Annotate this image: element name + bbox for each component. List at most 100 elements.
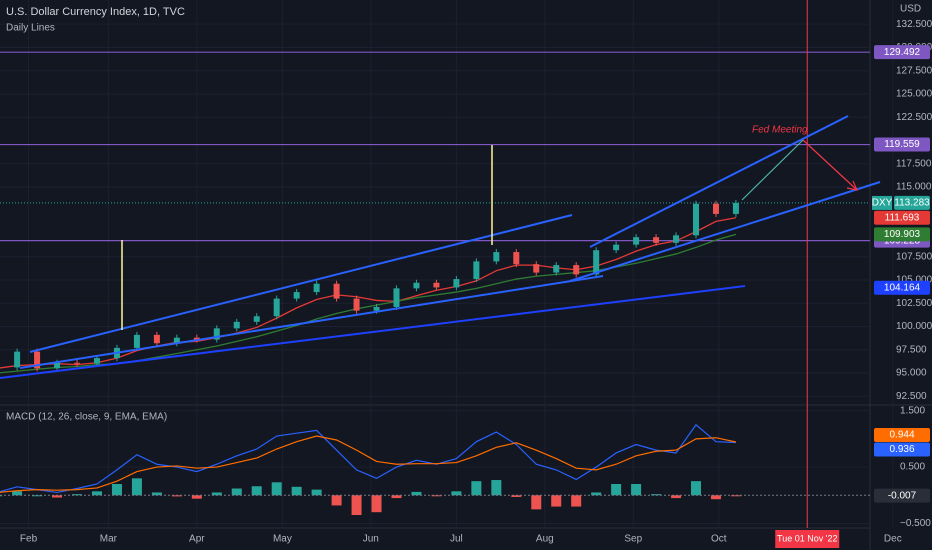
symbol-badge-bg xyxy=(872,195,892,210)
histogram-badge-bg xyxy=(874,488,930,503)
histogram-bar xyxy=(531,495,542,510)
macd-badge: 0.944 xyxy=(889,430,914,441)
candle xyxy=(633,237,640,245)
projection-arrow xyxy=(802,139,858,191)
candle xyxy=(513,252,520,265)
histogram-bar xyxy=(351,495,362,516)
histogram-bar xyxy=(730,495,741,497)
histogram-badge: -0.007 xyxy=(888,490,917,501)
x-tick-label: Sep xyxy=(624,534,642,545)
drawings xyxy=(0,115,881,379)
histogram-bar xyxy=(12,491,23,496)
y-tick-label: 107.500 xyxy=(896,251,932,262)
y-tick-label: 102.500 xyxy=(896,298,932,309)
x-tick-label: Dec xyxy=(884,534,902,545)
histogram-bar xyxy=(231,488,242,496)
crosshair-label: Tue 01 Nov '22 xyxy=(777,533,837,543)
y-tick-label: 117.500 xyxy=(896,158,932,169)
price-badge: 119.559 xyxy=(884,139,920,150)
trend-line xyxy=(589,115,849,248)
x-tick-label: May xyxy=(273,534,292,545)
ma-badge: 111.693 xyxy=(885,212,920,223)
histogram-bar xyxy=(471,481,482,496)
candle xyxy=(433,282,440,288)
candle xyxy=(593,250,600,275)
symbol-badge: DXY xyxy=(872,198,893,209)
candle xyxy=(493,252,500,262)
y-tick-label: 125.000 xyxy=(896,89,932,100)
price-badge-bg xyxy=(874,45,930,60)
histogram-bar xyxy=(391,495,402,499)
candle xyxy=(153,334,160,344)
trend-line xyxy=(29,214,573,353)
candle xyxy=(253,316,260,322)
price-badge: 113.283 xyxy=(894,198,930,209)
macd-line xyxy=(0,435,737,493)
candle xyxy=(313,283,320,293)
x-tick-label: Apr xyxy=(189,534,205,545)
candle xyxy=(573,265,580,275)
histogram-bar xyxy=(331,495,342,506)
candle xyxy=(393,288,400,307)
candle xyxy=(732,202,739,214)
histogram-bar xyxy=(551,495,562,507)
chart-subtitle: Daily Lines xyxy=(6,23,55,34)
histogram-bar xyxy=(411,491,422,496)
candle xyxy=(93,358,100,364)
ma-badge-bg xyxy=(874,227,930,242)
histogram-bar xyxy=(691,481,701,496)
macd-badge-bg xyxy=(874,428,930,443)
histogram-bar xyxy=(111,483,122,496)
candle xyxy=(14,351,21,368)
trend-line xyxy=(19,275,604,369)
candle xyxy=(54,362,61,369)
candle xyxy=(693,203,699,236)
candle xyxy=(133,334,140,348)
histogram-bar xyxy=(251,486,262,496)
ma-badge: 109.903 xyxy=(884,229,921,240)
macd-badge: 0.936 xyxy=(889,444,914,455)
ma-badge-bg xyxy=(874,210,930,225)
trend-badge-bg xyxy=(874,280,930,295)
macd-line xyxy=(0,423,736,494)
y-tick-label: 92.500 xyxy=(896,391,927,402)
x-tick-label: Aug xyxy=(536,534,554,545)
trend-line xyxy=(0,285,746,379)
histogram-bar xyxy=(72,494,83,496)
candle xyxy=(413,282,420,289)
candle xyxy=(712,203,719,214)
trend-badge: 104.164 xyxy=(884,282,921,293)
candle xyxy=(673,235,680,243)
x-tick-label: Jun xyxy=(363,534,379,545)
candle xyxy=(273,298,280,317)
projection-line xyxy=(741,139,804,201)
histogram-bar xyxy=(491,480,502,496)
candle xyxy=(333,283,340,299)
histogram-bar xyxy=(171,495,182,497)
annotation: Fed Meeting xyxy=(752,125,808,136)
histogram-bar xyxy=(191,495,202,499)
y-tick-label: −0.500 xyxy=(900,518,931,529)
y-tick-label: 122.500 xyxy=(896,112,932,123)
y-tick-label: 132.500 xyxy=(896,19,932,30)
histogram-bar xyxy=(291,486,302,496)
trend-line xyxy=(569,181,881,282)
histogram-bar xyxy=(651,494,662,496)
y-tick-label: 97.500 xyxy=(896,344,927,355)
histogram-bar xyxy=(631,483,642,496)
histogram-bar xyxy=(671,495,682,499)
histogram-bar xyxy=(271,482,282,496)
candle xyxy=(193,337,200,340)
histogram-bar xyxy=(52,495,63,498)
price-badge-bg xyxy=(894,195,930,210)
candle xyxy=(533,264,540,273)
chart-title: U.S. Dollar Currency Index, 1D, TVC xyxy=(6,6,185,18)
candle xyxy=(473,261,480,280)
candle xyxy=(553,265,560,273)
candle xyxy=(653,237,660,243)
candle xyxy=(213,328,220,340)
candle xyxy=(34,351,41,369)
